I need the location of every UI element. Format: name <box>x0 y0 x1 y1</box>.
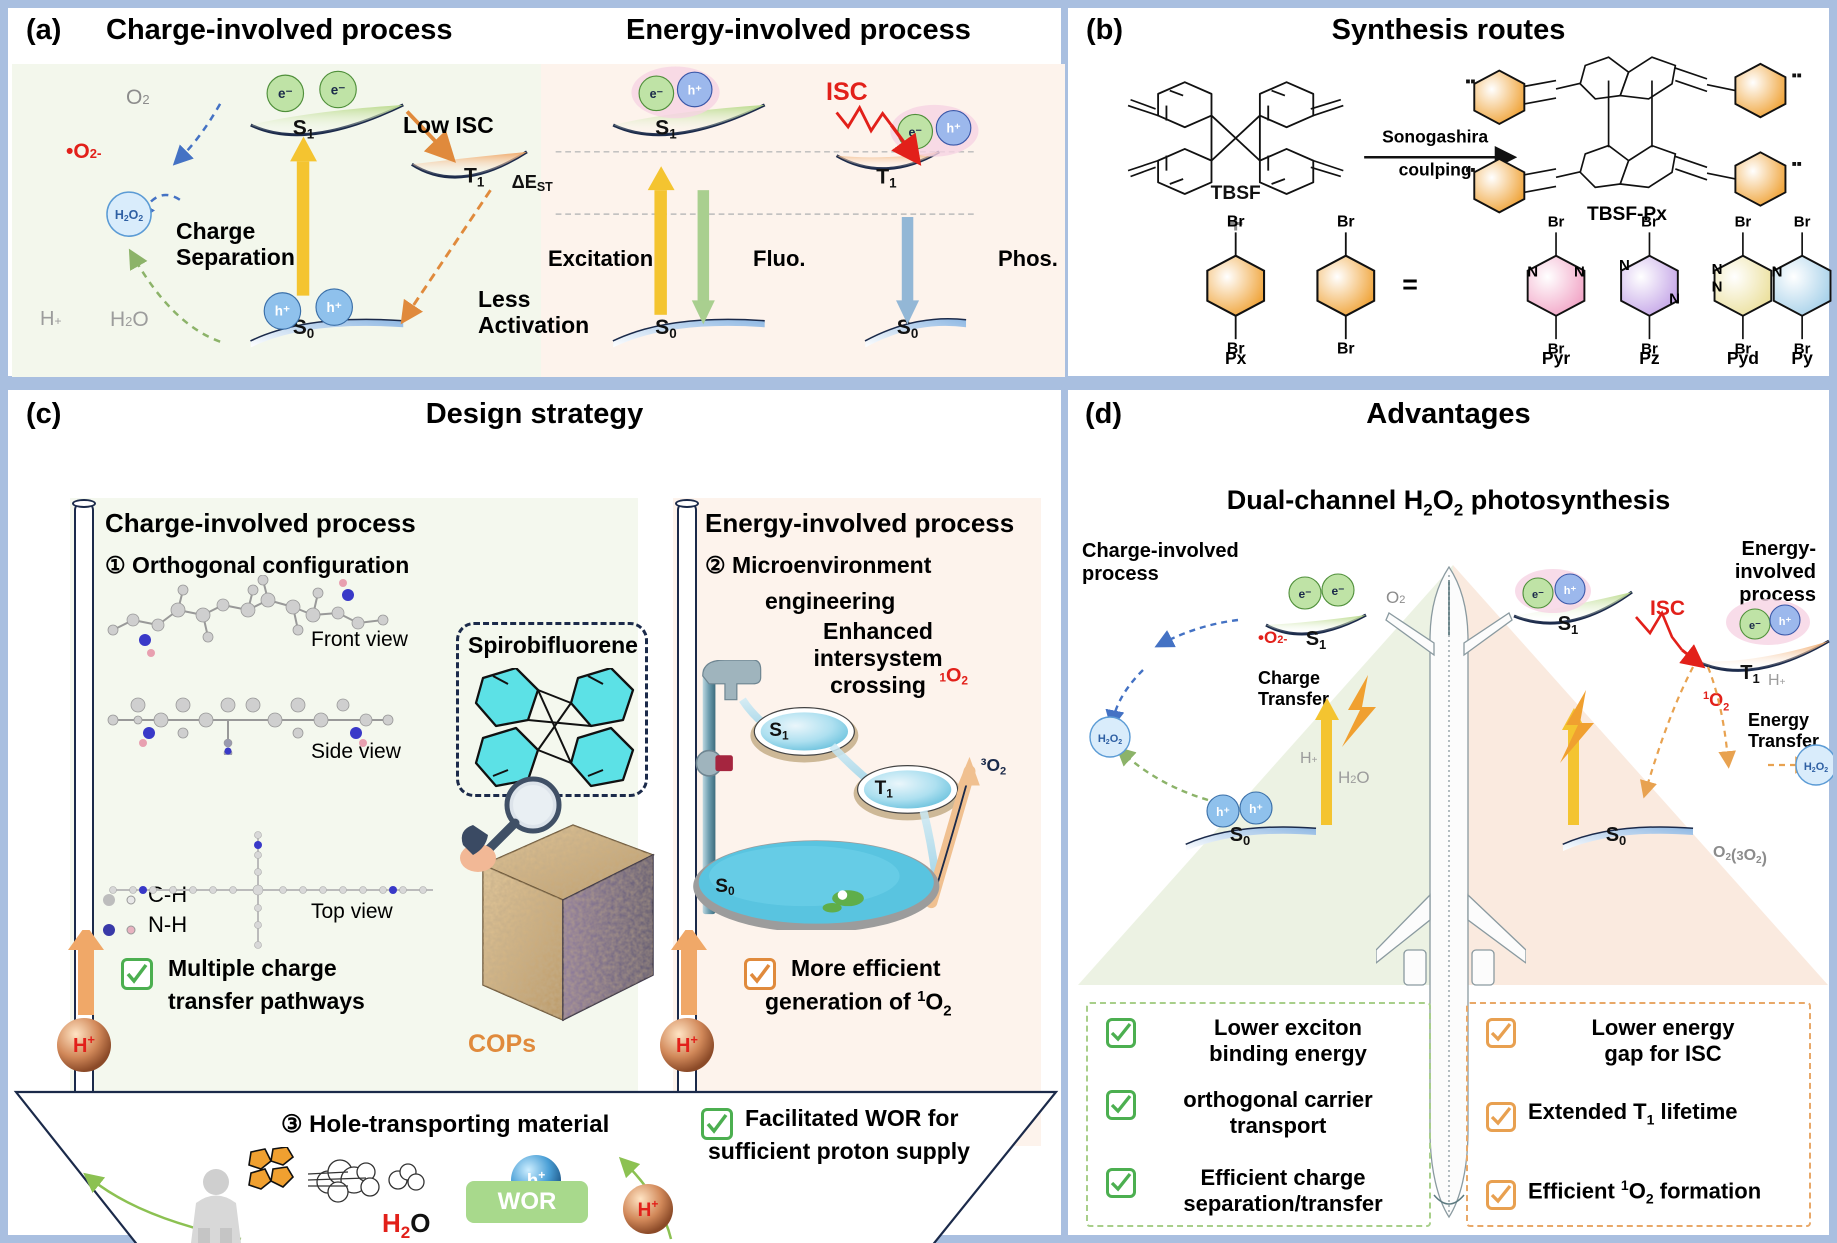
svg-text:Br: Br <box>1337 214 1355 231</box>
svg-text:N: N <box>1574 264 1585 281</box>
svg-text:1O2: 1O2 <box>939 664 968 687</box>
svg-text:h⁺: h⁺ <box>327 300 342 315</box>
svg-text:Br: Br <box>1641 214 1658 231</box>
svg-text:N: N <box>1527 264 1538 281</box>
svg-text:··: ·· <box>1792 68 1802 85</box>
svg-text:h⁺: h⁺ <box>1779 616 1792 628</box>
svg-text:e⁻: e⁻ <box>1532 589 1544 601</box>
svg-text:N: N <box>1712 261 1723 278</box>
svg-text:h⁺: h⁺ <box>688 83 702 97</box>
svg-text:N: N <box>1619 257 1630 274</box>
svg-text:e⁻: e⁻ <box>650 87 664 101</box>
svg-text:³O2: ³O2 <box>981 755 1007 777</box>
svg-text:Sonogashira: Sonogashira <box>1382 126 1488 146</box>
svg-text:Br: Br <box>1548 214 1565 231</box>
svg-text:Pyr: Pyr <box>1542 348 1570 368</box>
svg-text:e⁻: e⁻ <box>1298 587 1311 601</box>
svg-text:Br: Br <box>1337 340 1355 357</box>
svg-text:h⁺: h⁺ <box>1564 585 1577 597</box>
svg-text:Px: Px <box>1225 348 1247 368</box>
svg-text:TBSF: TBSF <box>1211 183 1261 204</box>
svg-text:e⁻: e⁻ <box>1749 620 1761 632</box>
svg-text:Br: Br <box>1735 214 1752 231</box>
svg-text:Pyd: Pyd <box>1727 348 1759 368</box>
svg-text:O2(3O2): O2(3O2) <box>1713 844 1767 867</box>
svg-text:S0: S0 <box>1230 824 1251 848</box>
svg-text:N: N <box>1669 290 1680 307</box>
svg-text:h⁺: h⁺ <box>1249 802 1263 816</box>
svg-text:e⁻: e⁻ <box>908 125 922 139</box>
svg-text:··: ·· <box>1466 73 1476 90</box>
svg-text:e⁻: e⁻ <box>278 86 293 101</box>
svg-text:··: ·· <box>1792 156 1802 173</box>
svg-text:N: N <box>1712 279 1723 296</box>
svg-text:coulping: coulping <box>1399 160 1472 180</box>
svg-text:h⁺: h⁺ <box>275 304 290 319</box>
svg-text:Py: Py <box>1791 348 1813 368</box>
svg-text:S0: S0 <box>1606 824 1627 848</box>
svg-text:Br: Br <box>1794 214 1811 231</box>
svg-text:Br: Br <box>1227 214 1245 231</box>
svg-text:h⁺: h⁺ <box>946 122 960 136</box>
svg-text:S0: S0 <box>655 316 677 341</box>
svg-text:Pz: Pz <box>1639 348 1660 368</box>
svg-text:=: = <box>1402 269 1418 299</box>
svg-text:h⁺: h⁺ <box>1216 805 1230 819</box>
svg-text:N: N <box>1772 264 1783 281</box>
svg-text:··: ·· <box>1466 162 1476 179</box>
svg-text:ΔEST: ΔEST <box>512 172 554 194</box>
svg-text:e⁻: e⁻ <box>1331 584 1344 598</box>
svg-text:e⁻: e⁻ <box>331 82 346 97</box>
